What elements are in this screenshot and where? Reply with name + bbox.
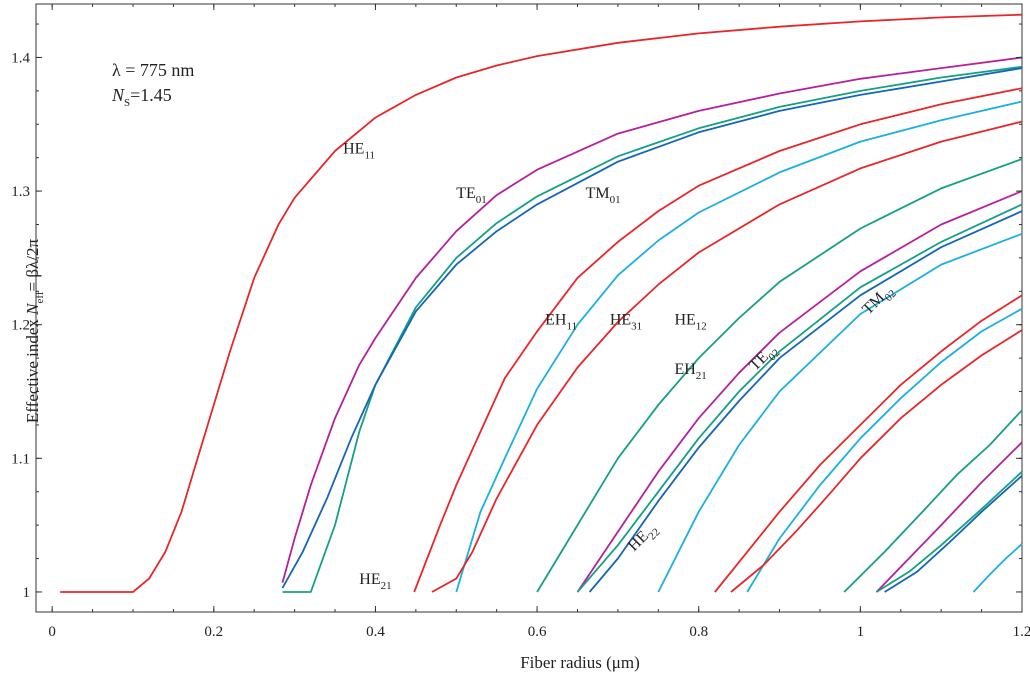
substrate-index-value: =1.45 [130, 85, 172, 105]
mode-label-subscript: 11 [364, 150, 375, 162]
mode-label-te01: TE01 [456, 185, 487, 206]
mode-label-he21: HE21 [359, 571, 391, 592]
y-axis-title-n: N [23, 302, 42, 316]
mode-label-subscript: 21 [696, 370, 707, 382]
y-tick-label: 1.1 [11, 451, 30, 467]
mode-curve-13 [714, 294, 1023, 593]
mode-curves [60, 13, 1023, 593]
plot-area [35, 3, 1023, 613]
mode-curve-7 [431, 120, 1023, 593]
mode-label-base: EH [674, 361, 696, 378]
mode-curve-16 [843, 409, 1023, 593]
y-tick-label: 1.4 [11, 50, 30, 66]
y-tick-label: 1 [23, 585, 31, 601]
mode-label-subscript: 01 [610, 194, 621, 206]
mode-curve-1 [60, 13, 1023, 593]
mode-label-subscript: 01 [476, 194, 487, 206]
mode-label-he11: HE11 [343, 141, 375, 162]
mode-label-subscript: 31 [631, 321, 642, 333]
mode-label-eh21: EH21 [674, 361, 706, 382]
x-tick-label: 0.4 [366, 624, 385, 640]
mode-label-he22: HE22 [625, 520, 663, 558]
mode-label-eh11: EH11 [545, 312, 577, 333]
mode-label-base: HE [343, 141, 364, 158]
mode-curve-4 [281, 67, 1023, 589]
x-tick-label: 1 [857, 624, 865, 640]
mode-label-base: TM [586, 185, 610, 202]
mode-label-base: HE [359, 571, 380, 588]
mode-curve-8 [536, 158, 1023, 593]
x-tick-label: 1.2 [1013, 624, 1030, 640]
x-tick-label: 0.6 [528, 624, 547, 640]
mode-curve-9 [576, 190, 1023, 593]
mode-label-subscript: 12 [696, 321, 707, 333]
mode-curve-14 [746, 307, 1023, 593]
mode-label-he12: HE12 [674, 312, 706, 333]
mode-curve-15 [730, 329, 1023, 593]
mode-label-te02: TE02 [746, 341, 782, 377]
mode-label-subscript: 11 [566, 321, 577, 333]
mode-label-base: HE [674, 312, 695, 329]
y-axis-title-sub: eff [34, 291, 46, 303]
mode-label-subscript: 21 [381, 580, 392, 592]
mode-curve-3 [282, 65, 1023, 593]
mode-label-he31: HE31 [610, 312, 642, 333]
x-tick-label: 0 [48, 624, 56, 640]
mode-curve-11 [588, 210, 1023, 593]
substrate-index-subscript: S [124, 97, 130, 109]
y-axis-title: Effective index Neff= βλ/2π [23, 239, 46, 424]
y-axis-title-pre: Effective index [23, 315, 42, 423]
wavelength-annotation: λ = 775 nm [112, 60, 194, 80]
mode-curve-2 [281, 56, 1023, 583]
mode-label-base: EH [545, 312, 567, 329]
y-axis-title-post: = βλ/2π [23, 239, 42, 292]
mode-label-base: TE [456, 185, 476, 202]
mode-label-tm02: TM02 [859, 281, 899, 321]
x-tick-label: 0.2 [204, 624, 223, 640]
mode-curve-10 [576, 203, 1023, 593]
substrate-index-annotation: NS=1.45 [111, 85, 172, 109]
y-tick-label: 1.3 [11, 184, 30, 200]
mode-curve-19 [884, 475, 1023, 593]
mode-curve-20 [972, 543, 1023, 593]
mode-curve-17 [875, 441, 1023, 593]
plot-frame [35, 3, 1023, 613]
mode-curve-12 [657, 232, 1023, 593]
mode-curve-5 [413, 87, 1023, 593]
axis-ticks: 0 0.2 0.4 0.6 0.8 1 1.2 1 1.1 1.2 1.3 1.4 [11, 4, 1030, 640]
x-tick-label: 0.8 [689, 624, 708, 640]
y-tick-label: 1.2 [11, 318, 30, 334]
substrate-index-symbol: N [111, 85, 125, 105]
mode-label-tm01: TM01 [586, 185, 621, 206]
mode-curve-18 [876, 471, 1023, 593]
x-axis-title: Fiber radius (μm) [520, 653, 640, 672]
mode-curve-6 [455, 100, 1023, 593]
mode-label-base: HE [610, 312, 631, 329]
